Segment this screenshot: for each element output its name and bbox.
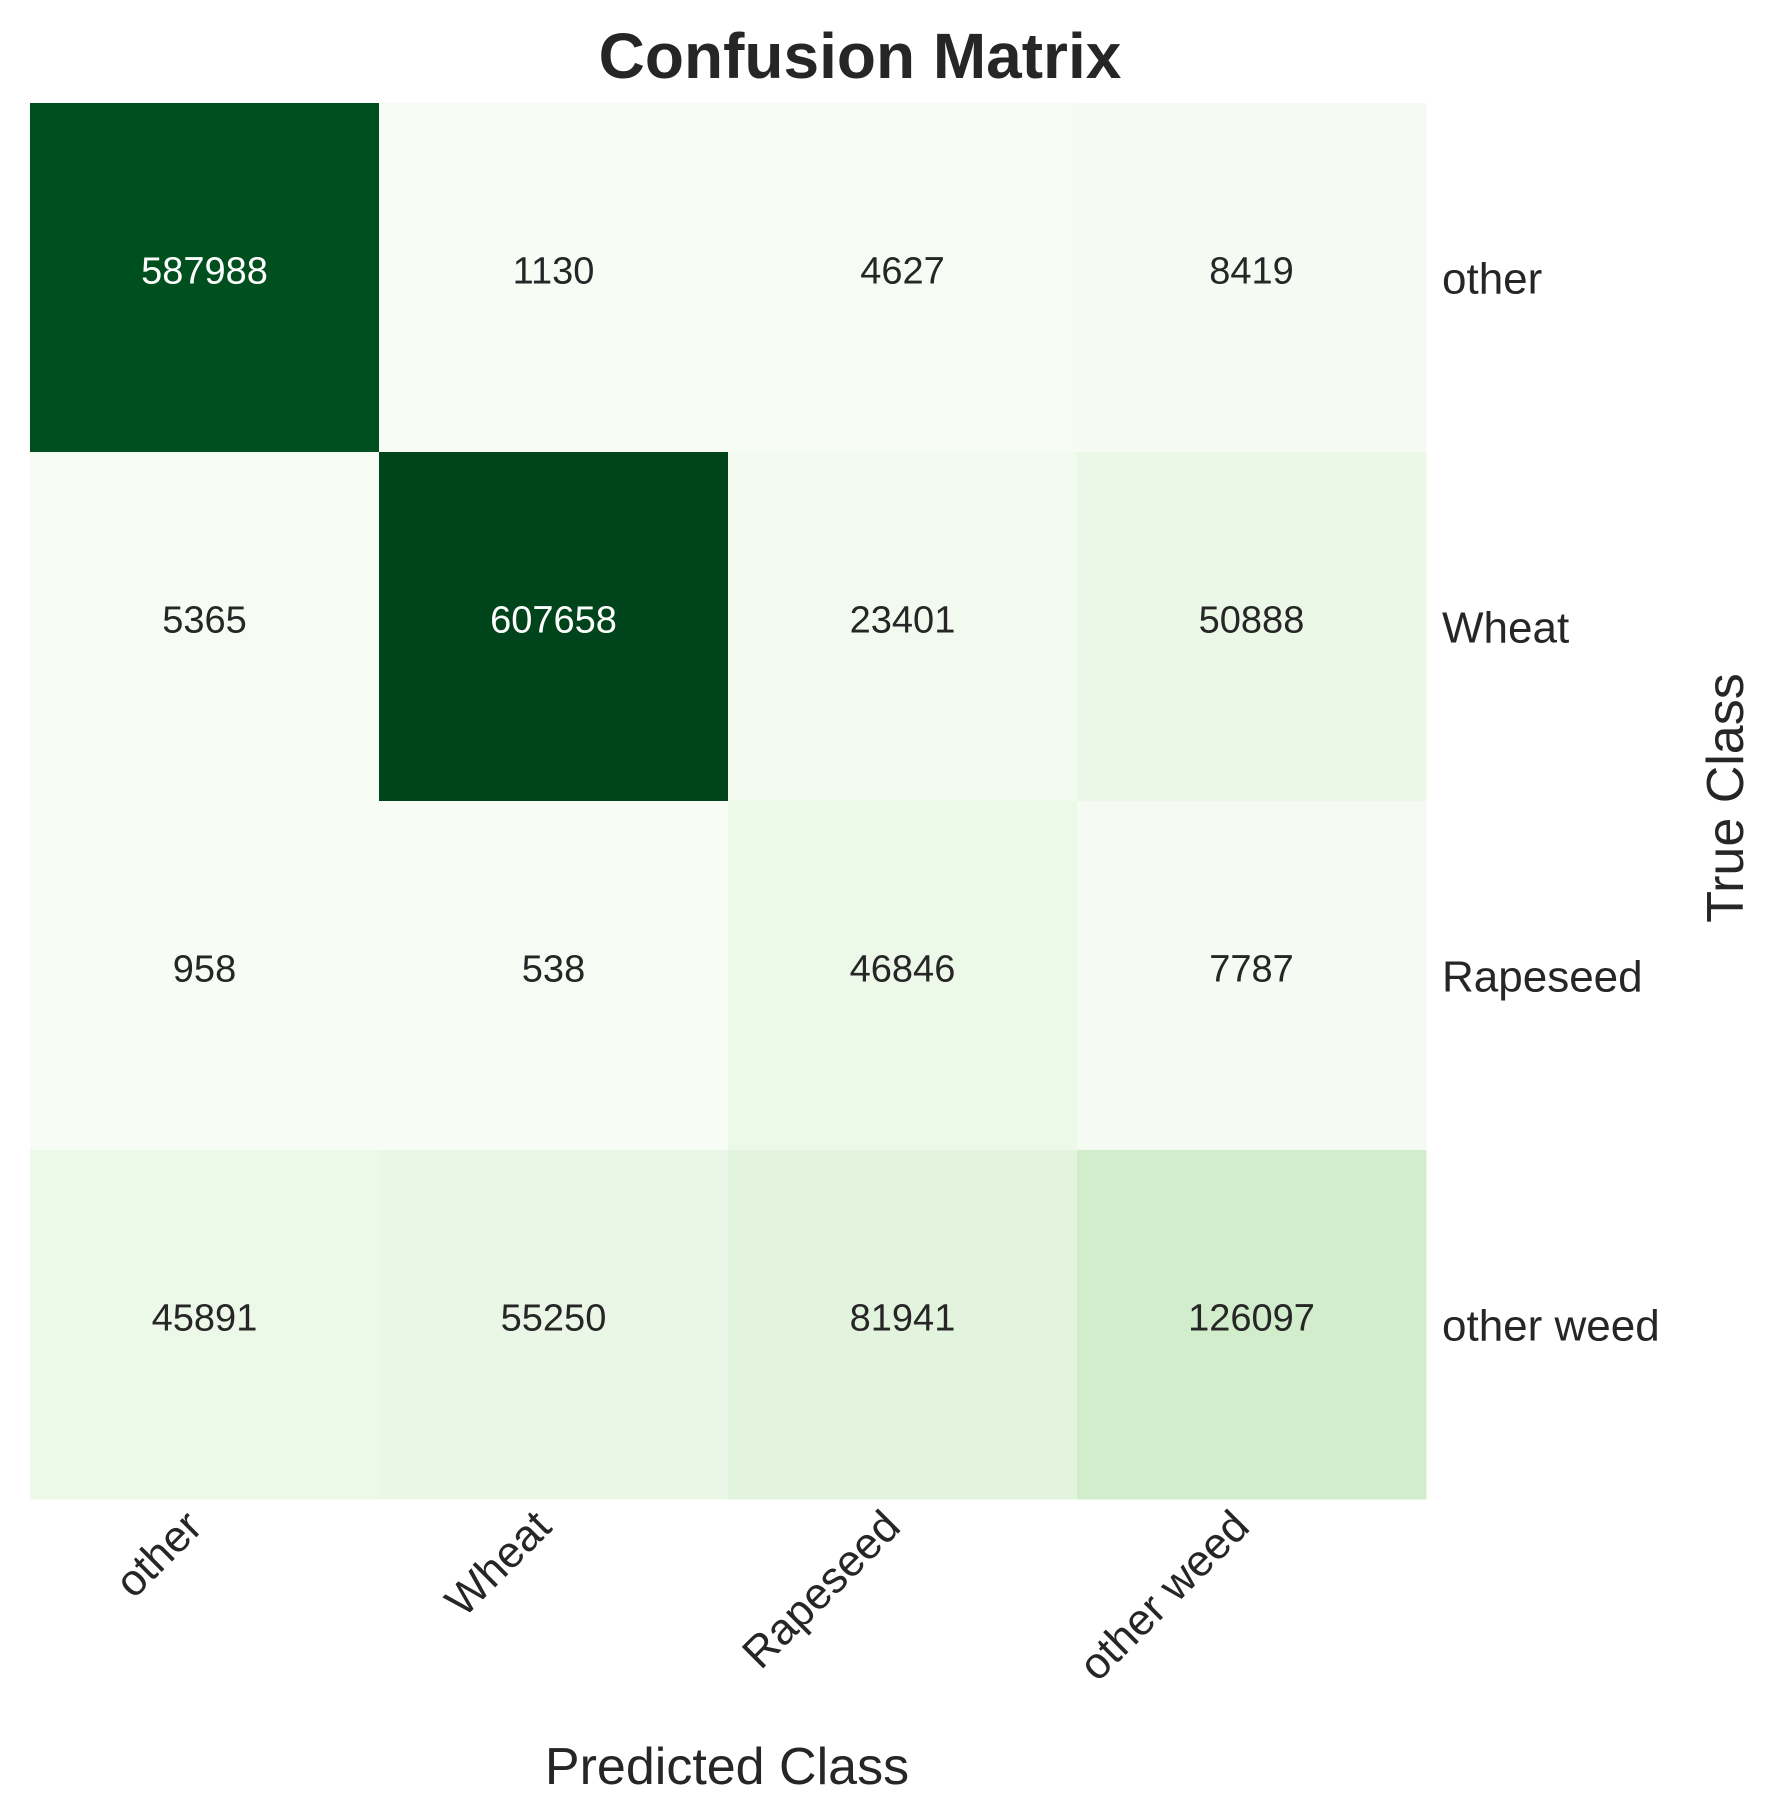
cell-value-label: 55250 [501, 1298, 607, 1340]
cell-value-label: 5365 [162, 600, 247, 642]
chart-title: Confusion Matrix [599, 20, 1122, 92]
cell-value-label: 958 [173, 949, 236, 991]
cell-value-label: 7787 [1209, 949, 1294, 991]
heatmap-cell-wheat-other [30, 452, 380, 802]
y-axis-label: True Class [1697, 673, 1755, 922]
heatmap-cell-wheat-other-weed [1077, 452, 1427, 802]
heatmap-cell-other-other [30, 103, 380, 453]
cell-value-label: 45891 [152, 1298, 258, 1340]
cell-value-label: 126097 [1188, 1298, 1315, 1340]
cell-value-label: 587988 [141, 251, 268, 293]
x-tick-labels: other Wheat Rapeseed other weed [106, 1501, 1259, 1690]
heatmap-cell-rapeseed-other-weed [1077, 801, 1427, 1151]
heatmap-cell-wheat-rapeseed [728, 452, 1078, 802]
cell-value-label: 538 [522, 949, 585, 991]
cell-value-label: 23401 [850, 600, 956, 642]
y-tick-label-wheat: Wheat [1442, 604, 1569, 653]
heatmap-cell-rapeseed-wheat [379, 801, 729, 1151]
heatmap-cell-other-weed-other-weed [1077, 1150, 1427, 1500]
heatmap-cell-other-rapeseed [728, 103, 1078, 453]
y-tick-labels: other Wheat Rapeseed other weed [1442, 255, 1660, 1351]
heatmap-cell-other-other-weed [1077, 103, 1427, 453]
heatmap-cell-wheat-wheat [379, 452, 729, 802]
heatmap-cell-other-weed-rapeseed [728, 1150, 1078, 1500]
x-tick-label-wheat: Wheat [436, 1501, 561, 1626]
heatmap-cell-other-weed-other [30, 1150, 380, 1500]
x-axis-label: Predicted Class [545, 1738, 909, 1796]
cell-value-label: 4627 [860, 251, 945, 293]
y-tick-label-other-weed: other weed [1442, 1302, 1660, 1351]
heatmap-cell-rapeseed-other [30, 801, 380, 1151]
heatmap-cell-other-wheat [379, 103, 729, 453]
cell-value-label: 607658 [490, 600, 617, 642]
cell-value-label: 50888 [1199, 600, 1305, 642]
y-tick-label-rapeseed: Rapeseed [1442, 953, 1643, 1002]
cell-value-label: 46846 [850, 949, 956, 991]
cell-value-label: 1130 [513, 251, 595, 293]
cell-value-label: 81941 [850, 1298, 956, 1340]
x-tick-label-other: other [106, 1501, 212, 1607]
heatmap-cells: 587988 1130 4627 8419 5365 607658 23401 50888 95… [30, 103, 1427, 1500]
heatmap-cell-rapeseed-rapeseed [728, 801, 1078, 1151]
heatmap-cell-other-weed-wheat [379, 1150, 729, 1500]
y-tick-label-other: other [1442, 255, 1542, 304]
cell-value-label: 8419 [1209, 251, 1294, 293]
x-tick-label-other-weed: other weed [1070, 1501, 1259, 1690]
x-tick-label-rapeseed: Rapeseed [733, 1501, 910, 1678]
